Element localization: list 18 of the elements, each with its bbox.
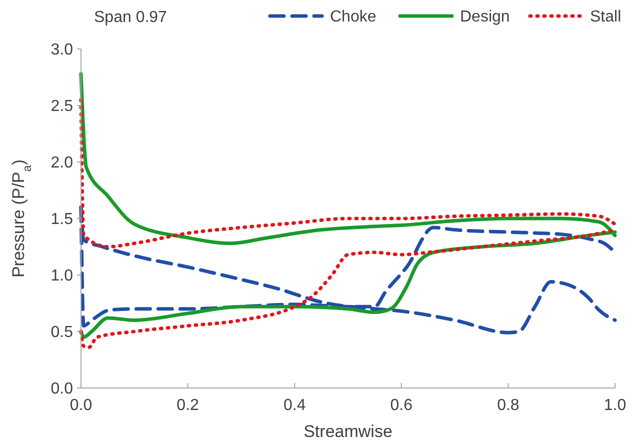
- x-axis-title: Streamwise: [304, 422, 392, 441]
- legend-label: Design: [460, 8, 510, 26]
- y-tick-label: 0.0: [50, 380, 74, 398]
- y-tick-label: 1.0: [50, 268, 74, 285]
- legend-label: Stall: [590, 8, 622, 26]
- y-tick-label: 2.5: [50, 98, 74, 116]
- x-tick-label: 0.6: [390, 397, 413, 414]
- legend-label: Choke: [330, 8, 376, 26]
- y-tick-label: 2.0: [50, 154, 74, 172]
- y-tick-label: 3.0: [50, 42, 74, 59]
- chart-title: Span 0.97: [94, 9, 168, 26]
- x-tick-label: 1.0: [604, 397, 626, 414]
- x-tick-label: 0.0: [70, 397, 92, 414]
- x-tick-label: 0.4: [283, 397, 306, 414]
- y-tick-label: 0.5: [50, 324, 74, 342]
- x-tick-label: 0.8: [497, 397, 520, 414]
- x-tick-label: 0.2: [176, 397, 200, 414]
- y-tick-label: 1.5: [50, 211, 74, 228]
